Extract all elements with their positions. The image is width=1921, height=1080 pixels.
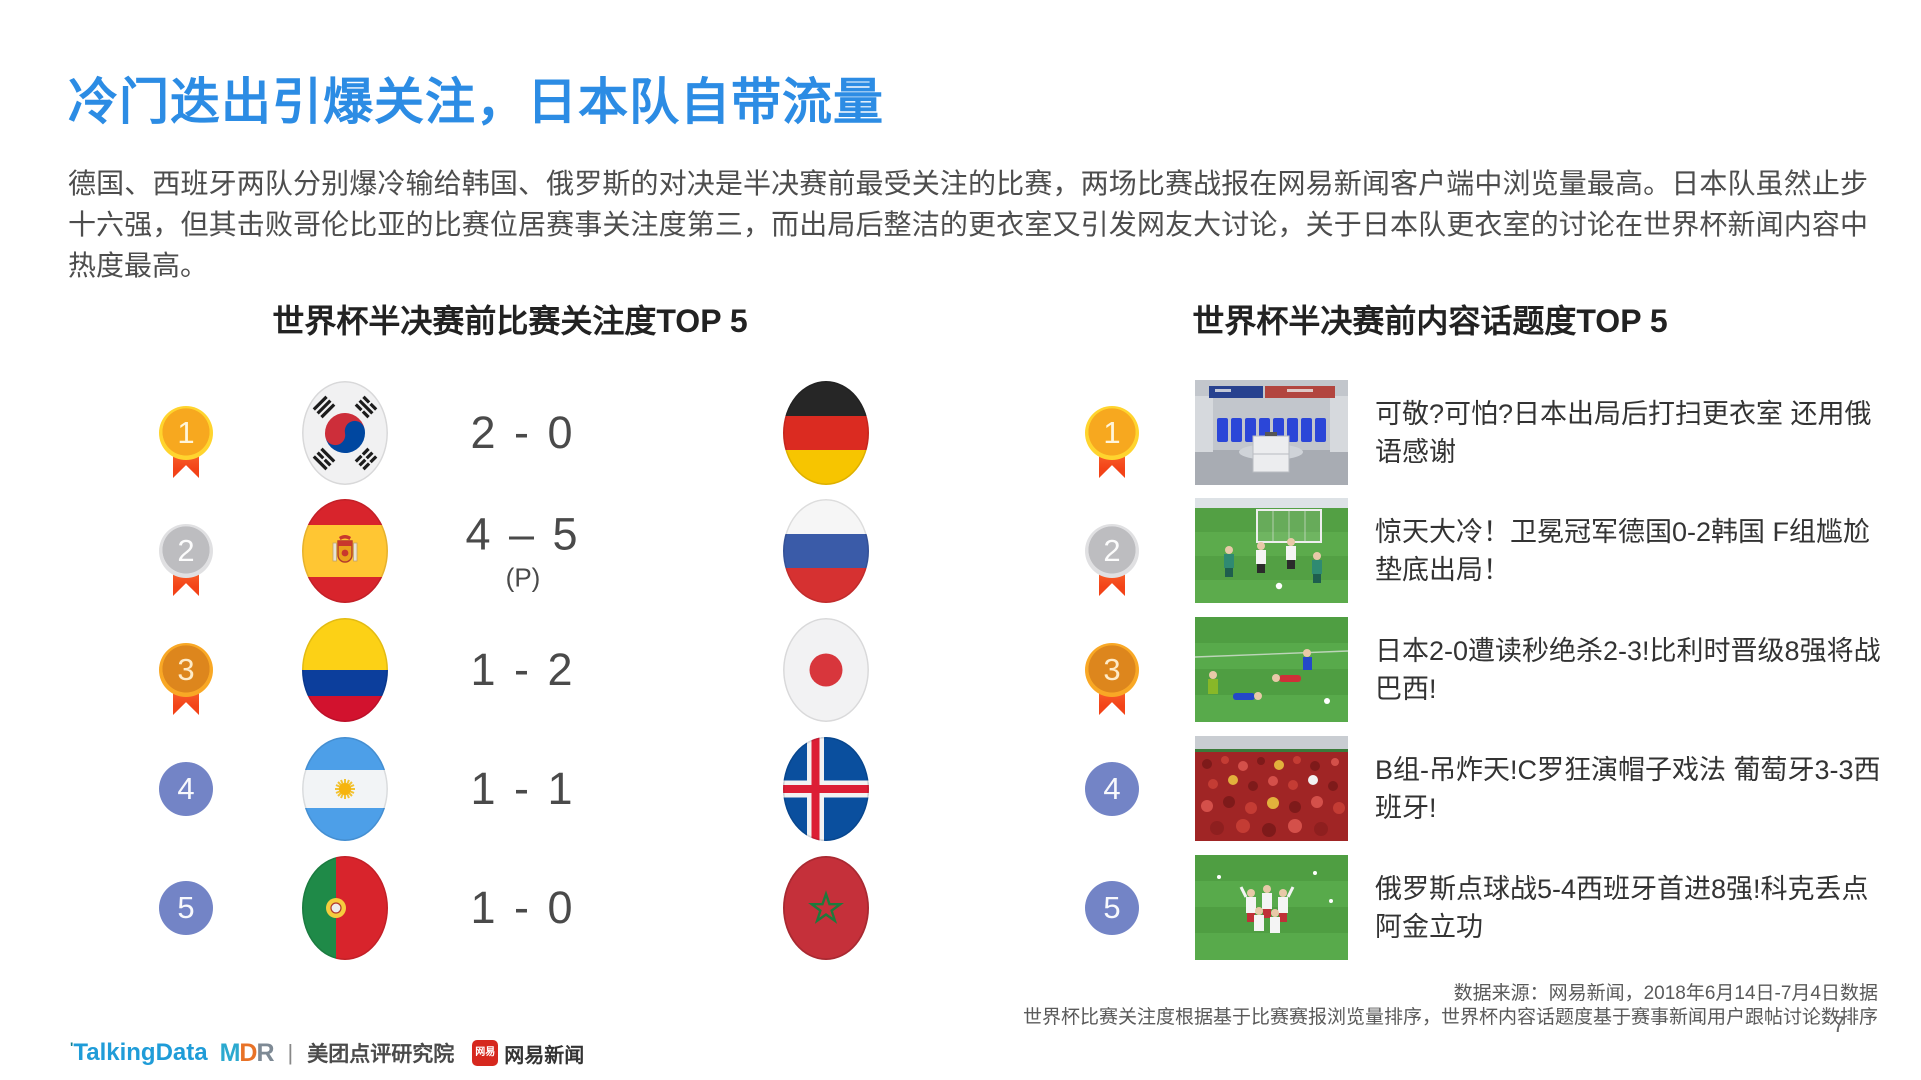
topic-panel-title: 世界杯半决赛前内容话题度TOP 5 xyxy=(1192,303,1668,339)
photo-russia-spain-match xyxy=(1195,855,1348,960)
medal-gold-icon: 1 xyxy=(159,406,213,496)
page-title: 冷门迭出引爆关注，日本队自带流量 xyxy=(68,74,884,130)
topic-headline: B组-吊炸天!C罗狂演帽子戏法 葡萄牙3-3西班牙! xyxy=(1375,755,1881,823)
medal-silver-icon: 2 xyxy=(159,524,213,614)
topic-headline: 俄罗斯点球战5-4西班牙首进8强!科克丢点阿金立功 xyxy=(1375,874,1869,942)
netease-news-logo: 网易 网易新闻 xyxy=(472,1039,584,1068)
photo-japan-locker-room xyxy=(1195,380,1348,485)
score-text: 2 - 0 xyxy=(470,407,576,458)
flag-russia-icon xyxy=(783,499,869,603)
flag-germany-icon xyxy=(783,381,869,485)
photo-portugal-spain-fans xyxy=(1195,736,1348,841)
penalty-note: (P) xyxy=(505,562,541,593)
flag-south-korea-icon xyxy=(302,381,388,485)
flag-spain-icon xyxy=(302,499,388,603)
rank-badge: 5 xyxy=(159,881,213,935)
score: 1 - 1 xyxy=(433,763,613,815)
rank-circle-icon: 4 xyxy=(1085,762,1139,852)
score: 2 - 0 xyxy=(433,407,613,459)
topic-headline: 可敬?可怕?日本出局后打扫更衣室 还用俄语感谢 xyxy=(1375,399,1872,467)
flag-colombia-icon xyxy=(302,618,388,722)
topic-row-5: 5 俄罗斯点球战5-4西班牙首进8强!科克丢点阿金立功 xyxy=(1050,849,1900,967)
topic-row-2: 2 惊天大冷！卫冕冠军德国0-2韩国 F组尴尬垫底出局！ xyxy=(1050,492,1900,610)
rank-badge: 2 xyxy=(1085,524,1139,578)
flag-japan-icon xyxy=(783,618,869,722)
medal-gold-icon: 1 xyxy=(1085,406,1139,496)
netease-badge-icon: 网易 xyxy=(472,1040,499,1066)
match-row-2: 2 4 – 5 (P) xyxy=(130,492,900,610)
talkingdata-logo: 'TalkingData xyxy=(70,1039,208,1066)
rank-badge: 5 xyxy=(1085,881,1139,935)
topic-row-4: 4 B组-吊炸天!C罗狂演帽子戏法 葡萄牙3-3西班牙! xyxy=(1050,730,1900,848)
logo-divider: | xyxy=(287,1040,294,1065)
topic-row-1: 1 可敬?可怕?日本出局后打扫更衣室 还用俄语感谢 xyxy=(1050,374,1900,492)
photo-japan-belgium-match xyxy=(1195,617,1348,722)
data-source-note: 数据来源：网易新闻，2018年6月14日-7月4日数据 世界杯比赛关注度根据基于… xyxy=(1023,982,1878,1030)
source-line-2: 世界杯比赛关注度根据基于比赛赛报浏览量排序，世界杯内容话题度基于赛事新闻用户跟帖… xyxy=(1022,1007,1878,1028)
topic-headline: 惊天大冷！卫冕冠军德国0-2韩国 F组尴尬垫底出局！ xyxy=(1375,517,1871,585)
summary-paragraph: 德国、西班牙两队分别爆冷输给韩国、俄罗斯的对决是半决赛前最受关注的比赛，两场比赛… xyxy=(68,168,1868,281)
score-text: 4 – 5 xyxy=(465,508,581,560)
score-text: 1 - 0 xyxy=(470,882,576,933)
match-row-3: 3 1 - 2 xyxy=(130,611,900,729)
meituan-dianping-institute-label: 美团点评研究院 xyxy=(307,1043,455,1066)
match-panel-title: 世界杯半决赛前比赛关注度TOP 5 xyxy=(272,303,748,339)
talkingdata-tick-icon: ' xyxy=(70,1039,74,1055)
rank-badge: 3 xyxy=(159,643,213,697)
photo-germany-korea-match xyxy=(1195,498,1348,603)
medal-bronze-icon: 3 xyxy=(1085,643,1139,733)
score: 1 - 2 xyxy=(433,644,613,696)
page-number: 7 xyxy=(1832,1012,1845,1037)
footer-logos: 'TalkingData MDR | 美团点评研究院 网易 网易新闻 xyxy=(70,1038,584,1068)
netease-news-label: 网易新闻 xyxy=(504,1044,585,1067)
rank-badge: 3 xyxy=(1085,643,1139,697)
source-line-1: 数据来源：网易新闻，2018年6月14日-7月4日数据 xyxy=(1453,983,1878,1004)
score-text: 1 - 1 xyxy=(470,763,576,814)
rank-circle-icon: 5 xyxy=(1085,881,1139,971)
mdr-logo: MDR xyxy=(219,1038,275,1067)
flag-portugal-icon xyxy=(302,856,388,960)
topic-row-3: 3 日本2-0遭读秒绝杀2-3!比利时晋级8强将战巴西! xyxy=(1050,611,1900,729)
flag-morocco-icon xyxy=(783,856,869,960)
score: 1 - 0 xyxy=(433,882,613,934)
score-text: 1 - 2 xyxy=(470,644,576,695)
rank-circle-icon: 4 xyxy=(159,762,213,852)
match-row-5: 5 1 - 0 xyxy=(130,849,900,967)
rank-circle-icon: 5 xyxy=(159,881,213,971)
medal-silver-icon: 2 xyxy=(1085,524,1139,614)
score: 4 – 5 (P) xyxy=(433,509,613,594)
flag-iceland-icon xyxy=(783,737,869,841)
match-row-1: 1 xyxy=(130,374,900,492)
rank-badge: 4 xyxy=(159,762,213,816)
rank-badge: 4 xyxy=(1085,762,1139,816)
rank-badge: 1 xyxy=(1085,406,1139,460)
match-row-4: 4 1 - 1 xyxy=(130,730,900,848)
medal-bronze-icon: 3 xyxy=(159,643,213,733)
flag-argentina-icon xyxy=(302,737,388,841)
rank-badge: 2 xyxy=(159,524,213,578)
rank-badge: 1 xyxy=(159,406,213,460)
topic-headline: 日本2-0遭读秒绝杀2-3!比利时晋级8强将战巴西! xyxy=(1375,636,1881,704)
